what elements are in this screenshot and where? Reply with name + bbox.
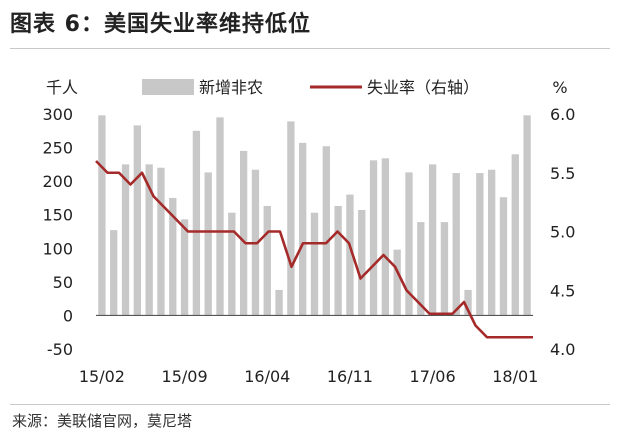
unemployment-line — [95, 160, 533, 339]
bar — [216, 117, 224, 316]
x-tick-label: 18/01 — [492, 367, 538, 386]
x-tick-label: 15/09 — [162, 367, 208, 386]
left-tick-label: 0 — [63, 306, 73, 325]
right-axis-unit: % — [552, 78, 567, 97]
left-tick-label: 50 — [53, 273, 73, 292]
bar — [393, 249, 401, 316]
bar — [523, 115, 531, 316]
bar — [499, 197, 508, 316]
bar — [310, 212, 319, 316]
left-tick-label: 100 — [42, 239, 73, 258]
bar — [204, 172, 212, 316]
bar — [452, 173, 460, 316]
bar — [169, 197, 177, 316]
bar — [192, 130, 201, 316]
x-tick-label: 16/11 — [327, 367, 373, 386]
bar — [263, 205, 271, 316]
bar — [428, 164, 437, 316]
bar — [417, 222, 425, 316]
bar — [239, 150, 248, 316]
left-tick-label: 150 — [42, 206, 73, 225]
bar — [110, 230, 118, 316]
left-tick-label: 250 — [42, 139, 73, 158]
right-tick-label: 5.0 — [550, 223, 575, 242]
bar — [98, 115, 106, 316]
left-tick-label: 200 — [42, 172, 73, 191]
legend-bar-label: 新增非农 — [199, 78, 263, 97]
bar — [287, 121, 295, 316]
source-note: 来源：美联储官网，莫尼塔 — [12, 412, 193, 430]
x-tick-label: 17/06 — [410, 367, 456, 386]
right-tick-label: 4.0 — [550, 340, 575, 359]
bar — [464, 289, 472, 316]
chart-title: 图表 6：美国失业率维持低位 — [10, 12, 311, 37]
bar — [369, 160, 378, 316]
left-tick-label: -50 — [47, 340, 73, 359]
bar — [299, 142, 307, 316]
bar — [157, 167, 165, 316]
bar — [228, 212, 236, 316]
title-divider — [10, 48, 610, 49]
bar — [275, 289, 283, 316]
bar — [358, 210, 366, 316]
bar — [488, 169, 496, 316]
bar — [511, 154, 519, 316]
left-tick-label: 300 — [42, 105, 73, 124]
bar — [334, 205, 342, 316]
bar — [381, 158, 390, 316]
right-tick-label: 4.5 — [550, 281, 575, 300]
left-axis-unit: 千人 — [46, 78, 78, 97]
plot-area: 300 250 200 150 100 50 0 -50 6.0 5.5 5.0 4.5 4.0 15/0… — [42, 105, 575, 386]
bar — [322, 146, 330, 316]
right-tick-label: 5.5 — [550, 164, 575, 183]
legend-line-label: 失业率（右轴） — [367, 78, 479, 97]
bar — [180, 219, 189, 316]
bar — [133, 125, 141, 316]
legend-bar-swatch — [142, 79, 194, 95]
bar — [145, 164, 153, 316]
right-tick-label: 6.0 — [550, 105, 575, 124]
x-tick-label: 15/02 — [79, 367, 125, 386]
bar — [405, 172, 413, 316]
chart: 300 250 200 150 100 50 0 -50 6.0 5.5 5.0 4.5 4.0 15/0… — [42, 78, 575, 386]
bar — [346, 194, 354, 316]
x-tick-label: 16/04 — [244, 367, 290, 386]
bar — [121, 164, 130, 316]
bar — [440, 222, 449, 316]
bar — [476, 173, 484, 316]
source-divider — [10, 404, 610, 405]
